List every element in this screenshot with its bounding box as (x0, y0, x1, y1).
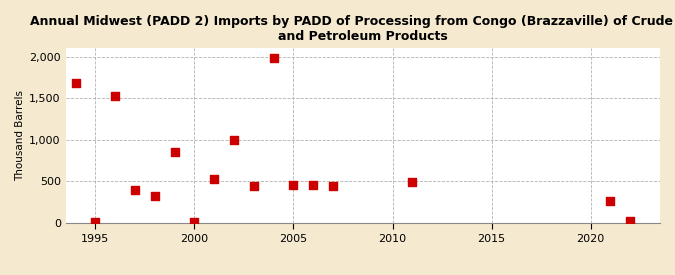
Point (625, 218, 636, 223)
Point (169, 150, 180, 155)
Point (209, 177, 219, 181)
Point (268, 56, 279, 60)
Point (110, 94, 121, 98)
Title: Annual Midwest (PADD 2) Imports by PADD of Processing from Congo (Brazzaville) o: Annual Midwest (PADD 2) Imports by PADD … (30, 15, 675, 43)
Point (288, 183, 299, 188)
Point (130, 188, 140, 192)
Point (90, 220, 101, 224)
Y-axis label: Thousand Barrels: Thousand Barrels (15, 90, 25, 181)
Point (149, 193, 160, 198)
Point (248, 183, 259, 188)
Point (605, 199, 616, 204)
Point (327, 183, 338, 188)
Point (407, 180, 418, 185)
Point (229, 138, 240, 142)
Point (308, 183, 319, 188)
Point (189, 220, 200, 224)
Point (70, 81, 81, 86)
